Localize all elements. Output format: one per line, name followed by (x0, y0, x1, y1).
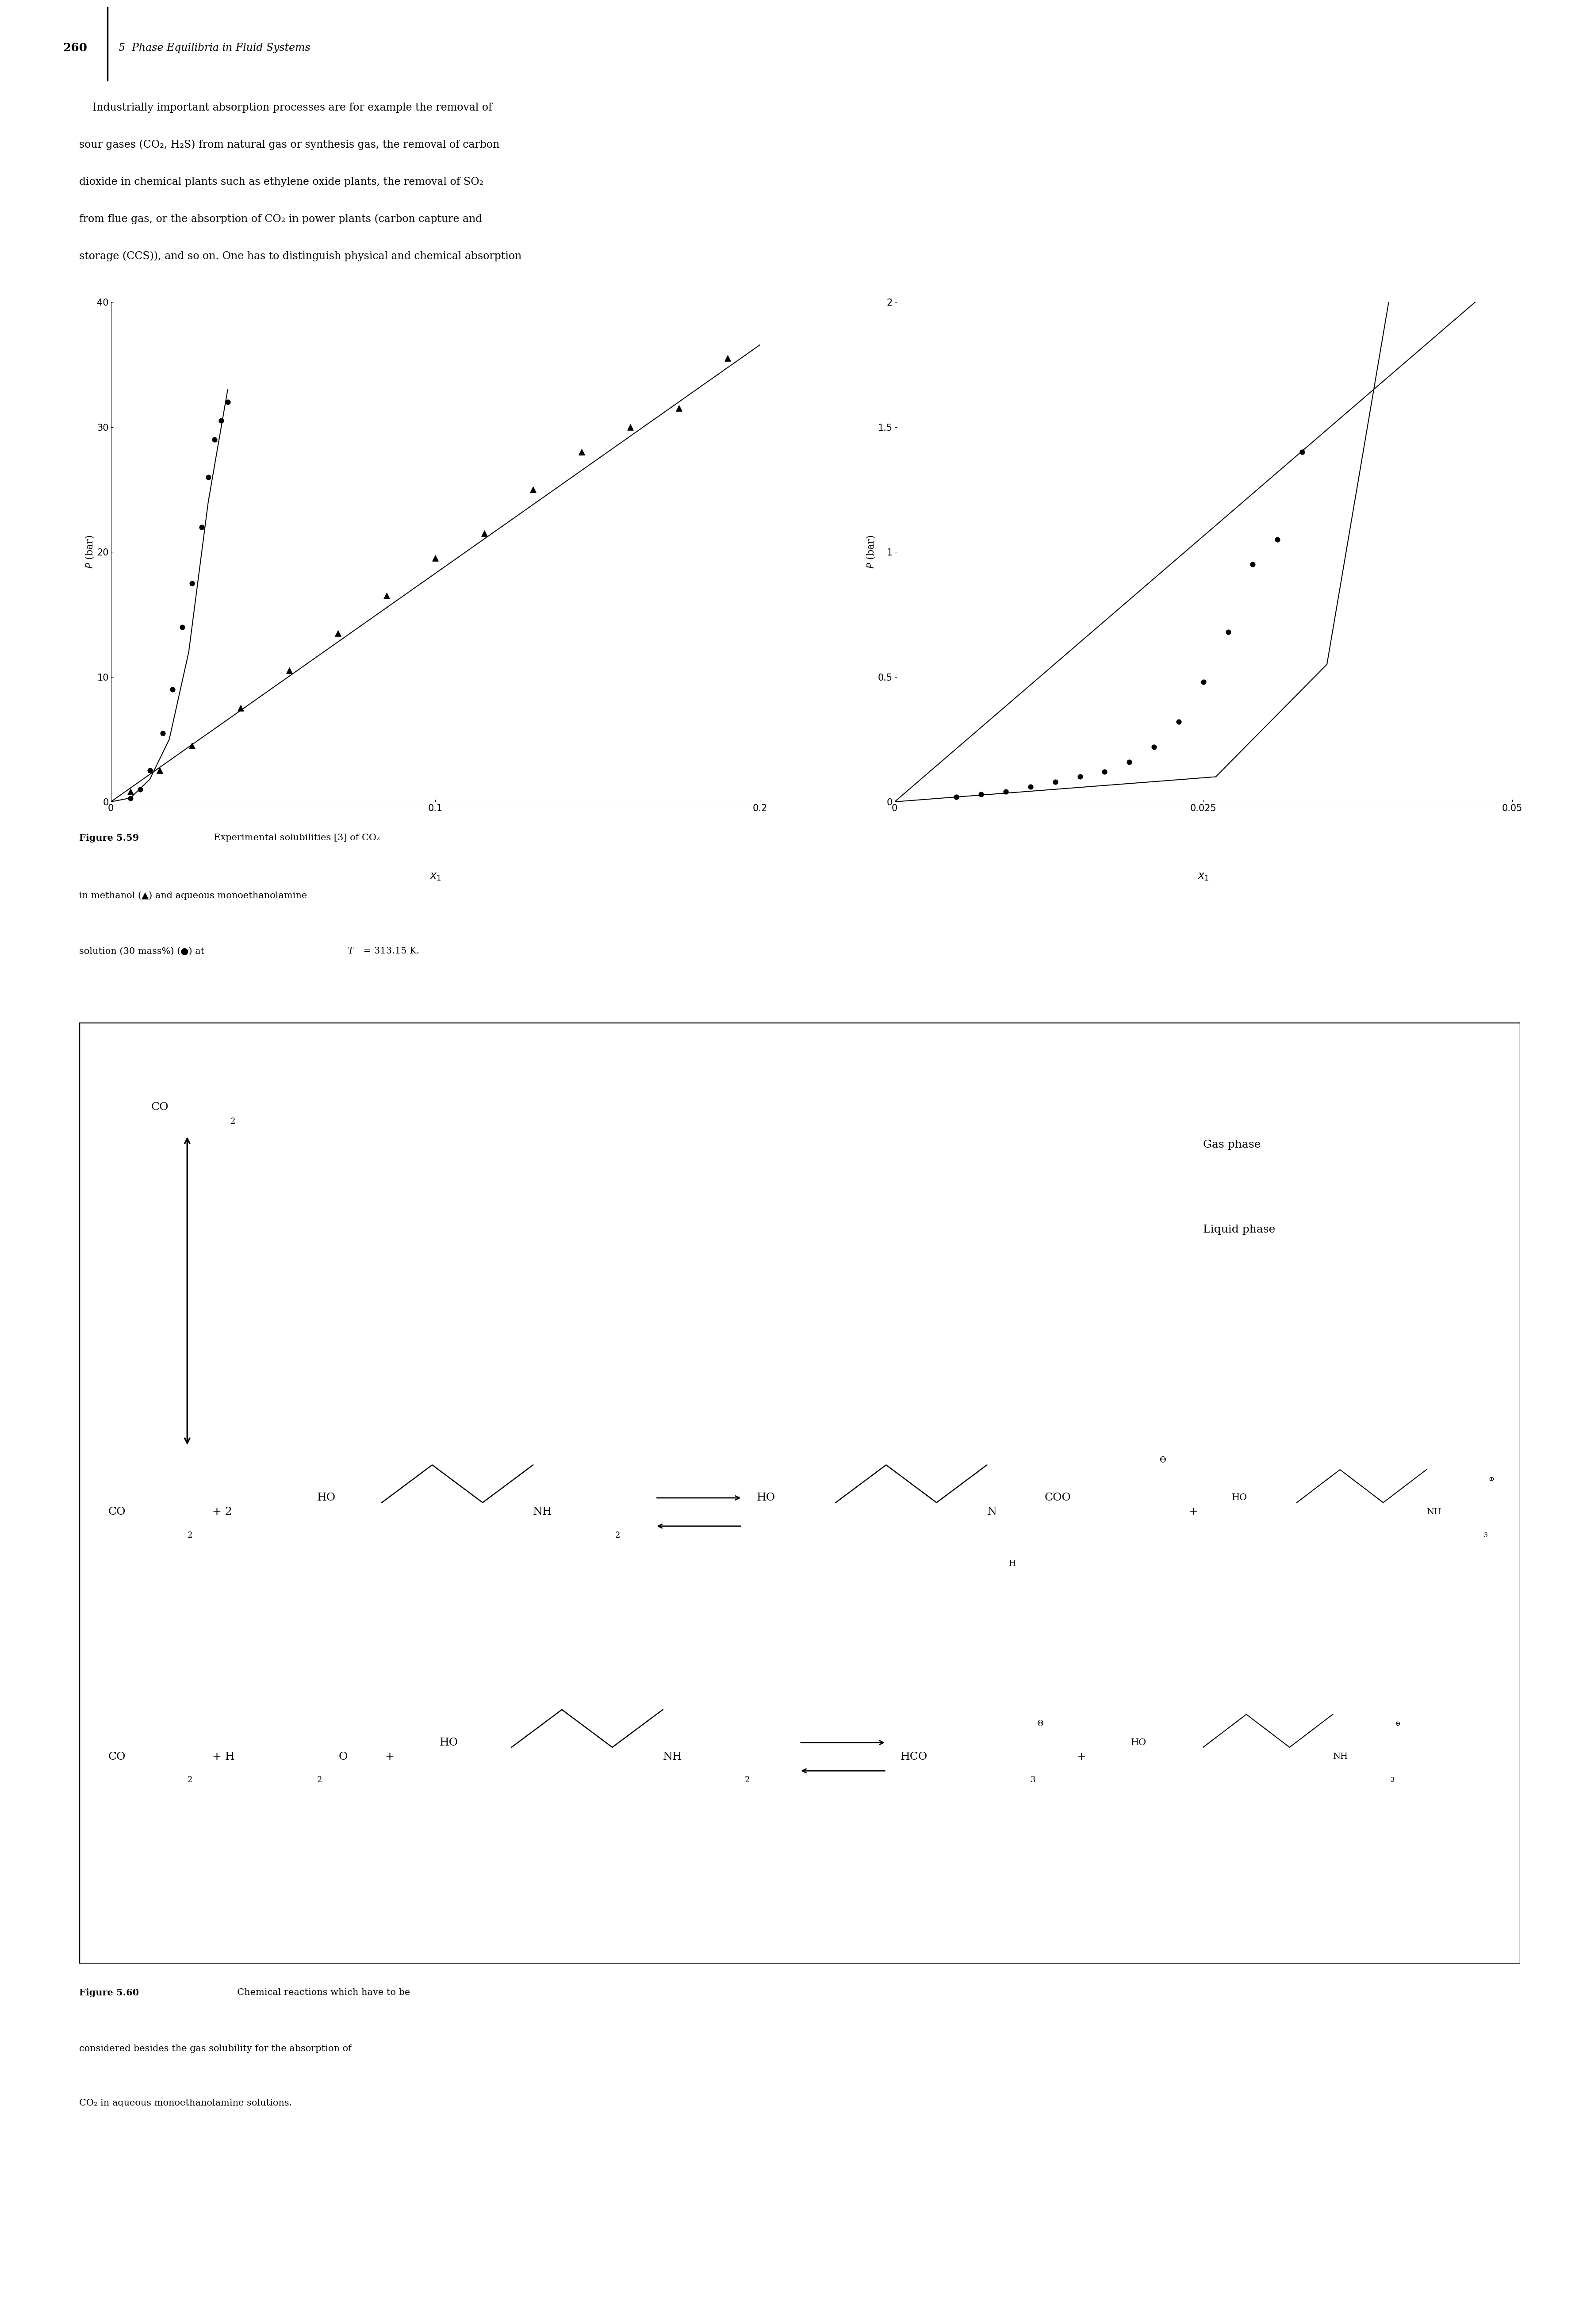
Point (666, 390, 692, 428)
Point (1092, 753, 1118, 790)
Point (277, 653, 302, 690)
Point (117, 779, 142, 816)
Text: 2: 2 (744, 1776, 750, 1785)
Point (215, 383, 241, 421)
Text: 2: 2 (231, 1118, 236, 1125)
Y-axis label: $P$ (bar): $P$ (bar) (864, 535, 875, 569)
Point (1289, 432, 1314, 469)
Text: +: + (382, 1752, 394, 1762)
Text: T: T (347, 948, 353, 955)
Text: Liquid phase: Liquid phase (1203, 1225, 1274, 1234)
Text: considered besides the gas solubility for the absorption of: considered besides the gas solubility fo… (79, 2045, 351, 2052)
Text: 3: 3 (1031, 1776, 1035, 1785)
Point (188, 509, 214, 546)
Y-axis label: $P$ (bar): $P$ (bar) (84, 535, 95, 569)
Text: 3: 3 (1483, 1532, 1488, 1538)
Point (147, 753, 173, 790)
Point (1141, 727, 1167, 765)
Point (127, 772, 152, 809)
Text: +: + (1189, 1506, 1198, 1518)
Text: NH: NH (1333, 1752, 1347, 1762)
Point (169, 609, 195, 646)
Point (1067, 758, 1092, 795)
Text: + H: + H (209, 1752, 234, 1762)
Text: Gas phase: Gas phase (1203, 1139, 1260, 1150)
Point (1239, 546, 1265, 583)
Text: solution (30 mass%) (●) at: solution (30 mass%) (●) at (79, 948, 207, 955)
Point (179, 565, 204, 602)
Text: $x_1$: $x_1$ (429, 872, 442, 881)
Point (1265, 521, 1290, 558)
Point (943, 779, 969, 816)
Point (179, 727, 204, 765)
Point (326, 614, 351, 651)
Text: 3: 3 (1390, 1778, 1395, 1783)
Text: ⊕: ⊕ (1395, 1720, 1399, 1727)
Text: CO₂ in aqueous monoethanolamine solutions.: CO₂ in aqueous monoethanolamine solution… (79, 2099, 291, 2108)
Text: O: O (339, 1752, 347, 1762)
Text: HO: HO (1232, 1494, 1247, 1501)
Point (519, 472, 545, 509)
Text: 2: 2 (187, 1532, 192, 1538)
Point (160, 672, 185, 709)
Text: 2: 2 (616, 1532, 621, 1538)
Text: + 2: + 2 (209, 1506, 233, 1518)
Text: Θ: Θ (1037, 1720, 1043, 1727)
Text: HO: HO (757, 1492, 774, 1504)
Point (374, 576, 399, 614)
Text: from flue gas, or the absorption of CO₂ in power plants (carbon capture and: from flue gas, or the absorption of CO₂ … (79, 214, 483, 225)
Point (228, 690, 253, 727)
Text: $x_1$: $x_1$ (1197, 872, 1209, 881)
Text: NH: NH (1426, 1508, 1441, 1515)
Text: COO: COO (1045, 1492, 1070, 1504)
Text: storage (CCS)), and so on. One has to distinguish physical and chemical absorpti: storage (CCS)), and so on. One has to di… (79, 251, 521, 263)
Point (423, 539, 448, 576)
Point (993, 774, 1018, 811)
Text: Θ: Θ (1159, 1457, 1167, 1464)
Point (1165, 704, 1190, 741)
Text: 5  Phase Equilibria in Fluid Systems: 5 Phase Equilibria in Fluid Systems (119, 42, 310, 53)
Text: HO: HO (1130, 1738, 1146, 1748)
Text: = 313.15 K.: = 313.15 K. (361, 948, 419, 955)
Text: HO: HO (317, 1492, 336, 1504)
Text: NH: NH (533, 1506, 552, 1518)
Text: H: H (1008, 1559, 1015, 1569)
Text: in methanol (▲) and aqueous monoethanolamine: in methanol (▲) and aqueous monoethanola… (79, 892, 307, 899)
Text: +: + (1073, 1752, 1086, 1762)
Text: NH: NH (663, 1752, 682, 1762)
Text: CO: CO (108, 1752, 125, 1762)
Text: Industrially important absorption processes are for example the removal of: Industrially important absorption proces… (79, 102, 492, 112)
Text: Figure 5.59: Figure 5.59 (79, 834, 139, 844)
Text: HO: HO (440, 1738, 457, 1748)
Text: ⊕: ⊕ (1488, 1476, 1494, 1483)
Point (472, 514, 497, 551)
Point (196, 458, 222, 495)
Text: 2: 2 (187, 1776, 192, 1785)
Text: Figure 5.60: Figure 5.60 (79, 1989, 139, 1996)
Point (1042, 762, 1067, 799)
Point (150, 713, 176, 751)
Point (568, 432, 594, 469)
Text: N: N (986, 1506, 996, 1518)
Point (203, 421, 228, 458)
Text: sour gases (CO₂, H₂S) from natural gas or synthesis gas, the removal of carbon: sour gases (CO₂, H₂S) from natural gas o… (79, 139, 499, 151)
Text: 2: 2 (317, 1776, 321, 1785)
Point (1190, 662, 1216, 700)
Point (969, 776, 994, 813)
Text: CO: CO (108, 1506, 125, 1518)
Point (714, 339, 739, 376)
Point (1018, 769, 1043, 806)
Text: Chemical reactions which have to be: Chemical reactions which have to be (231, 1989, 410, 1996)
Text: CO: CO (152, 1102, 169, 1113)
Text: HCO: HCO (901, 1752, 928, 1762)
Point (138, 753, 163, 790)
Point (209, 402, 234, 439)
Point (117, 774, 142, 811)
Text: Experimental solubilities [3] of CO₂: Experimental solubilities [3] of CO₂ (207, 834, 380, 841)
Point (1116, 744, 1141, 781)
Point (617, 409, 643, 446)
Text: 260: 260 (63, 42, 87, 53)
Text: dioxide in chemical plants such as ethylene oxide plants, the removal of SO₂: dioxide in chemical plants such as ethyl… (79, 177, 483, 186)
Point (1216, 614, 1241, 651)
